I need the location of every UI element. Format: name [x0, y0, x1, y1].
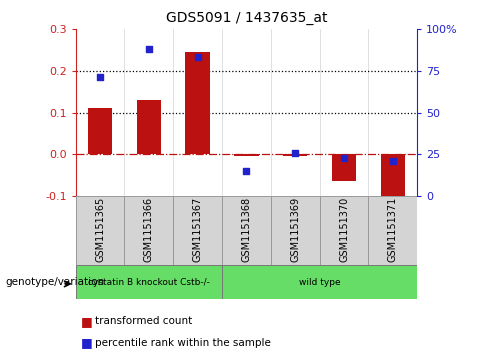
Bar	[222, 196, 271, 265]
Text: ■: ■	[81, 337, 92, 350]
Bar	[222, 265, 417, 299]
Bar	[76, 196, 124, 265]
Bar	[88, 108, 112, 154]
Bar	[173, 196, 222, 265]
Text: cystatin B knockout Cstb-/-: cystatin B knockout Cstb-/-	[88, 278, 210, 287]
Point	[243, 168, 250, 174]
Bar	[137, 100, 161, 154]
Text: wild type: wild type	[299, 278, 341, 287]
Text: GSM1151365: GSM1151365	[95, 196, 105, 262]
Text: transformed count: transformed count	[95, 316, 192, 326]
Point	[194, 54, 202, 60]
Bar	[320, 196, 368, 265]
Text: GSM1151368: GSM1151368	[242, 196, 251, 262]
Point	[340, 155, 348, 160]
Point	[96, 74, 104, 80]
Text: GSM1151371: GSM1151371	[388, 196, 398, 262]
Bar	[332, 154, 356, 182]
Text: ■: ■	[81, 315, 92, 328]
Point	[389, 158, 397, 164]
Bar	[124, 196, 173, 265]
Text: genotype/variation: genotype/variation	[5, 277, 104, 287]
Title: GDS5091 / 1437635_at: GDS5091 / 1437635_at	[166, 11, 327, 25]
Bar	[185, 52, 210, 154]
Bar	[283, 154, 307, 156]
Bar	[234, 154, 259, 156]
Text: GSM1151370: GSM1151370	[339, 196, 349, 262]
Bar	[368, 196, 417, 265]
Text: GSM1151366: GSM1151366	[144, 196, 154, 262]
Text: GSM1151369: GSM1151369	[290, 196, 300, 262]
Bar	[381, 154, 405, 198]
Bar	[271, 196, 320, 265]
Text: percentile rank within the sample: percentile rank within the sample	[95, 338, 271, 348]
Text: GSM1151367: GSM1151367	[193, 196, 203, 262]
Bar	[76, 265, 222, 299]
Point	[291, 150, 299, 155]
Point	[145, 46, 153, 52]
